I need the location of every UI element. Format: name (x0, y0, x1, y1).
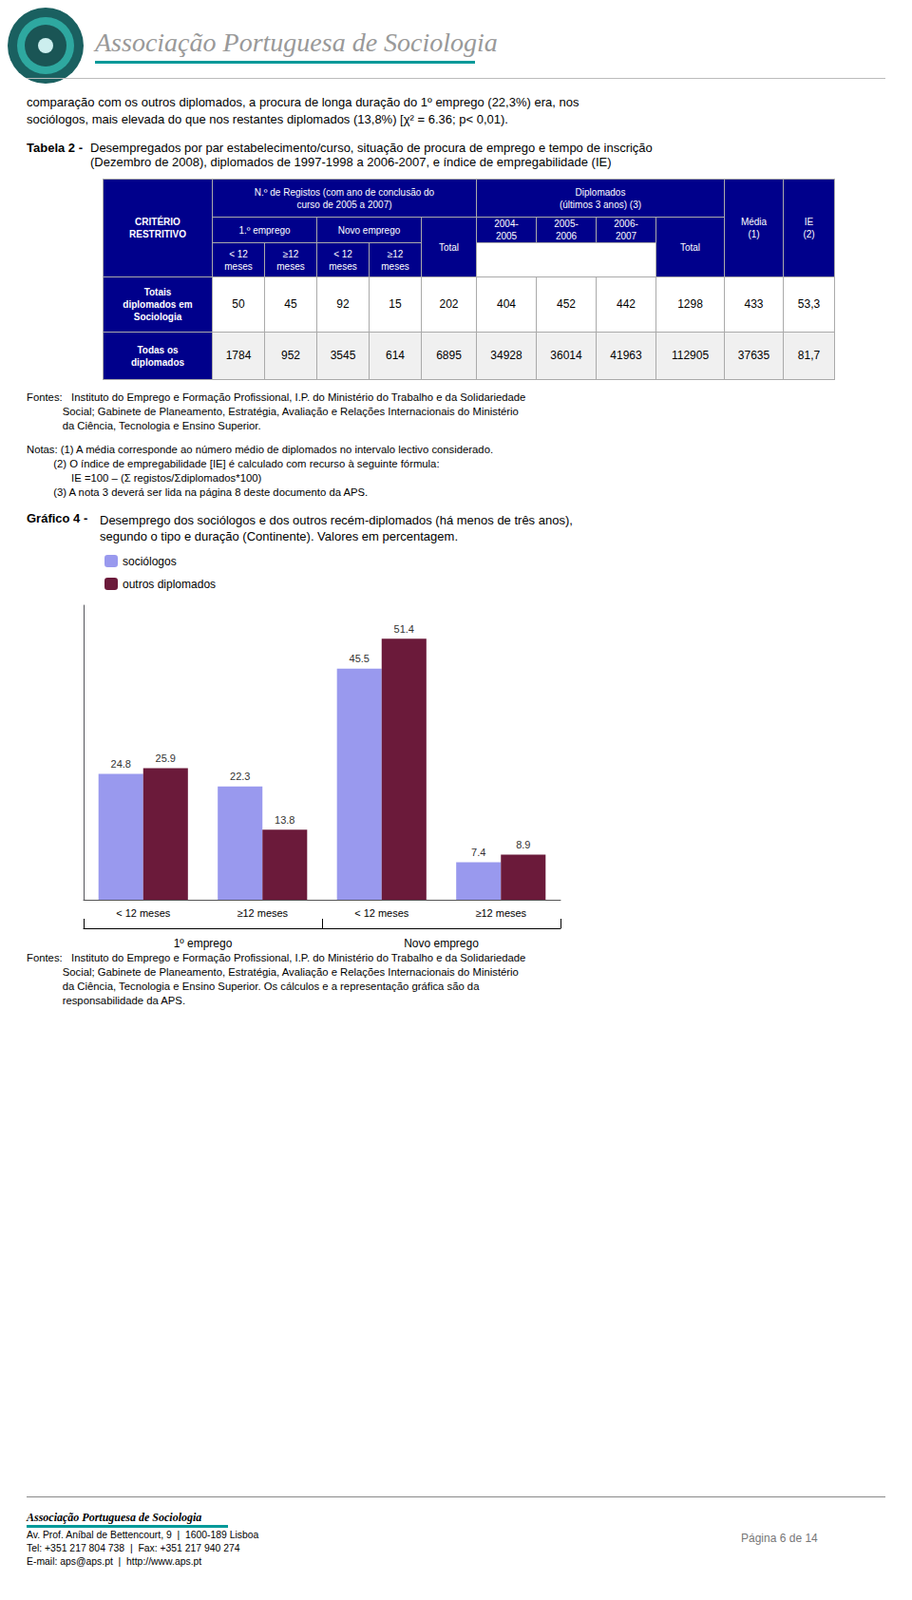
html-text:sociólogos, mais elevada do qu: sociólogos, mais elevada do que nos rest… (26, 112, 509, 127)
svg-text:< 12 meses: < 12 meses (354, 907, 410, 919)
svg-text:segundo o tipo e duração (Cont: segundo o tipo e duração (Continente). V… (99, 529, 458, 544)
svg-text:7.4: 7.4 (471, 846, 486, 858)
svg-text:25.9: 25.9 (155, 752, 176, 764)
html-text:Av. Prof. Aníbal de Bettencour: Av. Prof. Aníbal de Bettencourt, 9 | 160… (26, 1529, 259, 1540)
html-text:N.º de Registos (com ano de co: N.º de Registos (com ano de conclusão do… (254, 186, 435, 210)
html-text:responsabilidade da APS.: responsabilidade da APS. (26, 994, 186, 1007)
html-text:Fontes: Instituto do Emprego e: Fontes: Instituto do Emprego e Formação … (26, 951, 526, 964)
svg-text:< 12 meses: < 12 meses (115, 907, 171, 919)
html-text:Novo emprego: Novo emprego (337, 224, 401, 236)
html-text:Total: Total (680, 241, 701, 253)
html-text:CRITÉRIO RESTRITIVO: CRITÉRIO RESTRITIVO (129, 216, 187, 240)
html-text:2006- 2007: 2006- 2007 (613, 218, 639, 242)
html-text:2004- 2005: 2004- 2005 (494, 218, 519, 242)
svg-text:Desemprego dos sociólogos e do: Desemprego dos sociólogos e dos outros r… (99, 513, 573, 528)
svg-text:13.8: 13.8 (274, 814, 295, 826)
html-text:≥12 meses: ≥12 meses (276, 248, 305, 272)
svg-text:8.9: 8.9 (515, 838, 531, 851)
html-text:Fontes: Instituto do Emprego e: Fontes: Instituto do Emprego e Formação … (26, 391, 526, 403)
html-text:36014: 36014 (550, 348, 583, 362)
html-text:614: 614 (385, 348, 405, 362)
html-text:Totais diplomados em Sociologi: Totais diplomados em Sociologia (122, 286, 193, 323)
html-text:45: 45 (284, 297, 298, 311)
html-text:Social; Gabinete de Planeament: Social; Gabinete de Planeamento, Estraté… (26, 966, 519, 978)
html-text:1784: 1784 (225, 348, 252, 362)
html-text:Média (1): Média (1) (740, 216, 767, 240)
html-text:Total: Total (438, 241, 459, 253)
html-text:41963: 41963 (610, 348, 642, 362)
html-text:IE (2): IE (2) (803, 216, 815, 240)
html-text:2005- 2006: 2005- 2006 (554, 218, 579, 242)
html-text:15: 15 (388, 297, 402, 311)
svg-text:Gráfico 4 -: Gráfico 4 - (26, 511, 88, 526)
html-text:da Ciência, Tecnologia e Ensin: da Ciência, Tecnologia e Ensino Superior… (26, 419, 261, 432)
svg-text:45.5: 45.5 (349, 652, 370, 665)
html-text:< 12 meses: < 12 meses (328, 248, 357, 272)
html-text:Associação Portuguesa de Socio: Associação Portuguesa de Sociologia (95, 27, 498, 57)
html-text:Desempregados por par estabele: Desempregados por par estabelecimento/cu… (90, 140, 653, 155)
html-text:34928: 34928 (490, 348, 523, 362)
svg-text:24.8: 24.8 (111, 758, 132, 770)
svg-text:≥12 meses: ≥12 meses (475, 907, 527, 919)
html-text:E-mail: aps@aps.pt | http://ww: E-mail: aps@aps.pt | http://www.aps.pt (26, 1556, 202, 1567)
svg-text:sociólogos: sociólogos (122, 554, 177, 569)
html-text:(2) O índice de empregabilidad: (2) O índice de empregabilidade [IE] é c… (26, 457, 440, 470)
html-text:50: 50 (232, 297, 245, 311)
svg-text:22.3: 22.3 (229, 770, 250, 782)
svg-text:≥12 meses: ≥12 meses (236, 907, 288, 919)
svg-text:Novo emprego: Novo emprego (403, 936, 479, 950)
html-text:da Ciência, Tecnologia e Ensin: da Ciência, Tecnologia e Ensino Superior… (26, 980, 480, 992)
svg-text:1º emprego: 1º emprego (173, 936, 233, 950)
html-text:Tel: +351 217 804 738 | Fax: +: Tel: +351 217 804 738 | Fax: +351 217 94… (26, 1542, 240, 1554)
html-text:452: 452 (556, 297, 576, 311)
html-text:6895: 6895 (436, 348, 462, 362)
html-text:81,7: 81,7 (797, 348, 821, 362)
html-text:404: 404 (496, 297, 516, 311)
svg-text:outros diplomados: outros diplomados (122, 577, 216, 591)
html-text:92: 92 (336, 297, 350, 311)
html-text:202: 202 (439, 297, 459, 311)
html-text:≥12 meses: ≥12 meses (381, 248, 410, 272)
html-text:1298: 1298 (677, 297, 703, 311)
html-text:442: 442 (616, 297, 636, 311)
html-text:Página 6 de 14: Página 6 de 14 (741, 1531, 818, 1545)
html-text:(Dezembro de 2008), diplomados: (Dezembro de 2008), diplomados de 1997-1… (90, 154, 612, 170)
svg-text:51.4: 51.4 (394, 623, 415, 635)
html-text:(3) A nota 3 deverá ser lida n: (3) A nota 3 deverá ser lida na página 8… (26, 486, 368, 498)
html-text:Tabela 2 -: Tabela 2 - (26, 140, 83, 155)
html-text:53,3: 53,3 (797, 297, 821, 311)
html-text:112905: 112905 (671, 348, 709, 362)
html-text:Notas: (1) A média corresponde: Notas: (1) A média corresponde ao número… (26, 443, 494, 456)
html-text:comparação com os outros diplo: comparação com os outros diplomados, a p… (26, 95, 579, 110)
html-text:952: 952 (281, 348, 301, 362)
html-text:Social; Gabinete de Planeament: Social; Gabinete de Planeamento, Estraté… (26, 405, 519, 418)
html-text:1.º emprego: 1.º emprego (238, 224, 291, 236)
html-text:< 12 meses: < 12 meses (224, 248, 253, 272)
html-text:IE =100 – (Σ registos/Σdiploma: IE =100 – (Σ registos/Σdiplomados*100) (26, 472, 262, 484)
html-text:Diplomados (últimos 3 anos) (3: Diplomados (últimos 3 anos) (3) (559, 186, 642, 210)
html-text:433: 433 (744, 297, 764, 311)
html-text:37635: 37635 (737, 348, 770, 362)
html-text:Todas os diplomados: Todas os diplomados (131, 344, 185, 368)
html-text:3545: 3545 (330, 348, 356, 362)
html-text:Associação Portuguesa de Socio: Associação Portuguesa de Sociologia (26, 1510, 202, 1524)
